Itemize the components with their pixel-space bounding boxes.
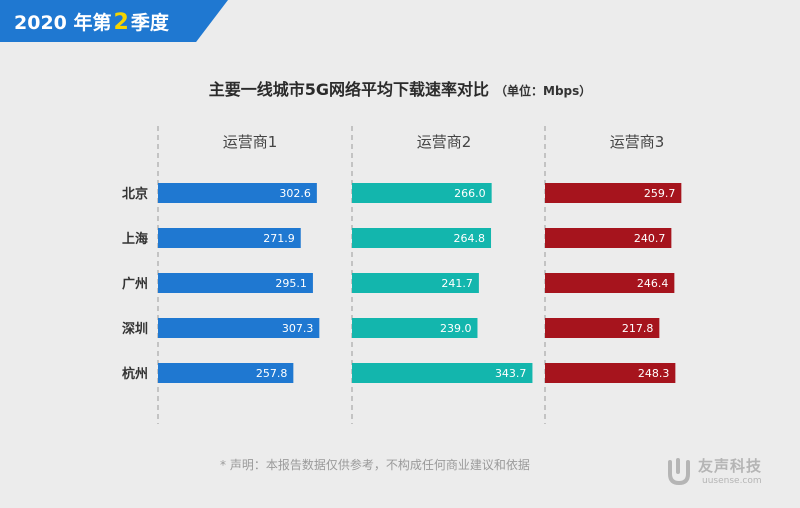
chart-unit: （单位：Mbps） xyxy=(495,84,592,98)
bar-value-label: 264.8 xyxy=(454,232,486,245)
badge-quarter-number: 2 xyxy=(113,10,129,35)
bar xyxy=(352,363,533,383)
bar xyxy=(158,273,313,293)
chart-title: 主要一线城市5G网络平均下载速率对比 xyxy=(208,80,489,99)
bar xyxy=(545,318,660,338)
series-label-1: 运营商1 xyxy=(223,133,278,151)
series-label-2: 运营商2 xyxy=(417,133,472,151)
bar xyxy=(158,363,294,383)
bar-value-label: 217.8 xyxy=(622,322,654,335)
category-label: 杭州 xyxy=(122,366,148,382)
bar xyxy=(158,228,301,248)
bar-value-label: 271.9 xyxy=(263,232,295,245)
bar-value-label: 343.7 xyxy=(495,367,527,380)
bar xyxy=(352,273,479,293)
brand-mark-icon xyxy=(668,458,690,486)
bar-value-label: 241.7 xyxy=(441,277,473,290)
bar-value-label: 302.6 xyxy=(279,187,311,200)
brand-url: uusense.com xyxy=(702,476,762,486)
disclaimer: * 声明：本报告数据仅供参考，不构成任何商业建议和依据 xyxy=(220,458,530,472)
badge-year-label: 2020 年第 xyxy=(14,12,112,34)
category-label: 北京 xyxy=(122,186,148,202)
brand-logo: 友声科技 uusense.com xyxy=(666,454,786,490)
bar-value-label: 248.3 xyxy=(638,367,670,380)
bar-value-label: 257.8 xyxy=(256,367,288,380)
badge-text: 2020 年第2 季度 xyxy=(14,8,169,35)
bar-value-label: 240.7 xyxy=(634,232,666,245)
bar xyxy=(158,183,317,203)
badge-suffix: 季度 xyxy=(130,12,169,34)
bar xyxy=(352,228,492,248)
quarter-badge: 2020 年第2 季度 xyxy=(0,0,228,42)
bar-value-label: 246.4 xyxy=(637,277,669,290)
bar-value-label: 266.0 xyxy=(454,187,486,200)
brand-name: 友声科技 xyxy=(698,457,763,475)
bar xyxy=(545,273,675,293)
category-label: 上海 xyxy=(122,231,148,247)
bar xyxy=(545,183,682,203)
bar xyxy=(158,318,320,338)
bar xyxy=(545,363,676,383)
bar xyxy=(352,183,492,203)
category-label: 广州 xyxy=(122,276,148,292)
series-label-3: 运营商3 xyxy=(610,133,665,151)
bar-value-label: 295.1 xyxy=(275,277,307,290)
chart-title-row: 主要一线城市5G网络平均下载速率对比 （单位：Mbps） xyxy=(0,76,800,100)
category-label: 深圳 xyxy=(122,321,148,337)
bar-value-label: 259.7 xyxy=(644,187,676,200)
bar xyxy=(352,318,478,338)
bar-value-label: 239.0 xyxy=(440,322,472,335)
bar-value-label: 307.3 xyxy=(282,322,314,335)
bar xyxy=(545,228,672,248)
